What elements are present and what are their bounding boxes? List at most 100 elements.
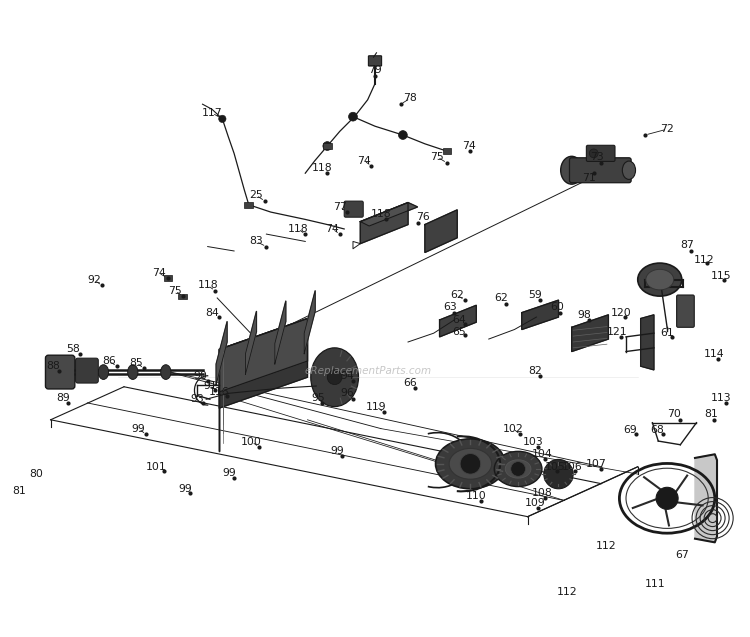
Text: 119: 119 <box>366 401 387 412</box>
Ellipse shape <box>436 439 506 489</box>
Polygon shape <box>220 318 308 408</box>
Circle shape <box>323 141 332 150</box>
Text: 88: 88 <box>46 361 61 371</box>
Text: 110: 110 <box>466 491 487 501</box>
Text: 78: 78 <box>404 93 417 103</box>
Text: 121: 121 <box>607 327 628 337</box>
Text: 64: 64 <box>452 315 466 325</box>
Text: 100: 100 <box>242 437 262 447</box>
Ellipse shape <box>561 156 583 184</box>
Circle shape <box>656 487 678 510</box>
Text: 61: 61 <box>660 328 674 338</box>
Text: 103: 103 <box>523 437 543 447</box>
Text: 89: 89 <box>56 393 70 403</box>
Ellipse shape <box>638 263 682 296</box>
Text: 85: 85 <box>130 357 143 368</box>
Text: 87: 87 <box>680 240 694 250</box>
Circle shape <box>398 131 407 140</box>
Circle shape <box>544 459 573 489</box>
Text: 118: 118 <box>197 280 218 290</box>
FancyBboxPatch shape <box>46 355 75 389</box>
Text: 107: 107 <box>586 459 607 469</box>
Circle shape <box>349 112 358 121</box>
Polygon shape <box>220 318 308 392</box>
Ellipse shape <box>98 365 109 380</box>
Text: 101: 101 <box>146 462 166 472</box>
Text: 94: 94 <box>340 371 354 381</box>
Text: 63: 63 <box>443 303 457 313</box>
Text: 74: 74 <box>326 224 339 234</box>
Polygon shape <box>640 315 654 370</box>
Circle shape <box>511 462 526 476</box>
Text: 99: 99 <box>223 468 236 478</box>
FancyBboxPatch shape <box>76 358 98 383</box>
Text: 59: 59 <box>528 290 542 300</box>
Circle shape <box>327 370 342 385</box>
Text: 112: 112 <box>694 255 714 265</box>
Text: 77: 77 <box>333 202 346 212</box>
Text: 84: 84 <box>206 308 219 318</box>
Text: 79: 79 <box>368 66 382 75</box>
Ellipse shape <box>128 365 138 380</box>
Bar <box>244 202 254 208</box>
Text: 81: 81 <box>704 409 718 419</box>
Text: 116: 116 <box>209 387 230 397</box>
Text: 99: 99 <box>330 446 344 455</box>
Bar <box>323 143 332 149</box>
Text: 67: 67 <box>675 550 688 560</box>
Text: 69: 69 <box>623 425 638 435</box>
Text: 111: 111 <box>645 579 666 589</box>
Text: 115: 115 <box>711 271 732 281</box>
Ellipse shape <box>494 452 542 487</box>
FancyBboxPatch shape <box>368 56 382 66</box>
Circle shape <box>590 149 598 158</box>
Text: 62: 62 <box>450 290 464 300</box>
Text: 109: 109 <box>524 498 545 508</box>
Text: 58: 58 <box>66 345 80 354</box>
Text: 93: 93 <box>190 394 204 404</box>
Polygon shape <box>360 203 408 243</box>
Text: 91: 91 <box>203 381 217 391</box>
FancyBboxPatch shape <box>586 145 615 161</box>
Ellipse shape <box>622 161 635 180</box>
Text: 118: 118 <box>370 210 392 219</box>
Text: 106: 106 <box>561 462 582 472</box>
Polygon shape <box>425 210 458 252</box>
Polygon shape <box>572 315 608 352</box>
Circle shape <box>460 454 481 474</box>
Ellipse shape <box>646 269 674 290</box>
Text: 74: 74 <box>152 268 165 278</box>
Text: 25: 25 <box>249 190 263 200</box>
Text: 118: 118 <box>312 163 332 173</box>
Text: 75: 75 <box>430 152 444 162</box>
Text: 113: 113 <box>711 393 732 403</box>
Text: 76: 76 <box>416 212 430 222</box>
Text: 82: 82 <box>528 366 542 376</box>
Text: 105: 105 <box>544 462 566 472</box>
Polygon shape <box>522 300 559 329</box>
Bar <box>164 275 172 281</box>
Text: 74: 74 <box>357 155 370 166</box>
Text: 102: 102 <box>503 424 524 434</box>
Text: eReplacementParts.com: eReplacementParts.com <box>304 366 431 376</box>
Text: 108: 108 <box>532 488 553 498</box>
Polygon shape <box>216 322 227 385</box>
Ellipse shape <box>506 460 531 478</box>
Bar <box>178 294 187 299</box>
Ellipse shape <box>449 448 492 479</box>
Text: 66: 66 <box>404 378 417 388</box>
Text: 118: 118 <box>287 224 308 234</box>
Text: 114: 114 <box>704 348 724 359</box>
Polygon shape <box>440 305 476 337</box>
Polygon shape <box>245 311 256 375</box>
Text: 74: 74 <box>462 141 476 151</box>
Polygon shape <box>695 454 717 542</box>
Text: 62: 62 <box>494 293 508 303</box>
Text: 86: 86 <box>103 356 116 366</box>
Text: 112: 112 <box>596 541 616 551</box>
Text: 73: 73 <box>590 152 604 162</box>
Text: 95: 95 <box>311 393 325 403</box>
FancyBboxPatch shape <box>676 295 694 327</box>
Text: 80: 80 <box>29 469 43 479</box>
Text: 96: 96 <box>340 389 354 398</box>
